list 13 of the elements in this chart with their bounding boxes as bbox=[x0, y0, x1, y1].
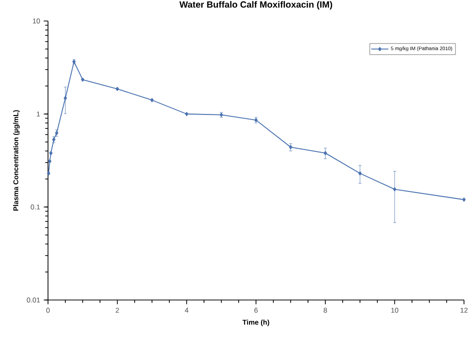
point bbox=[64, 96, 67, 100]
point bbox=[48, 159, 52, 164]
point bbox=[150, 98, 154, 102]
point bbox=[462, 198, 466, 202]
point bbox=[358, 171, 362, 176]
point bbox=[185, 112, 188, 116]
point bbox=[393, 187, 396, 192]
point bbox=[81, 78, 84, 82]
point bbox=[324, 151, 327, 156]
point bbox=[116, 86, 119, 91]
point bbox=[46, 171, 50, 176]
point bbox=[49, 151, 53, 156]
chart-title: Water Buffalo Calf Moxifloxacin (IM) bbox=[179, 1, 332, 10]
